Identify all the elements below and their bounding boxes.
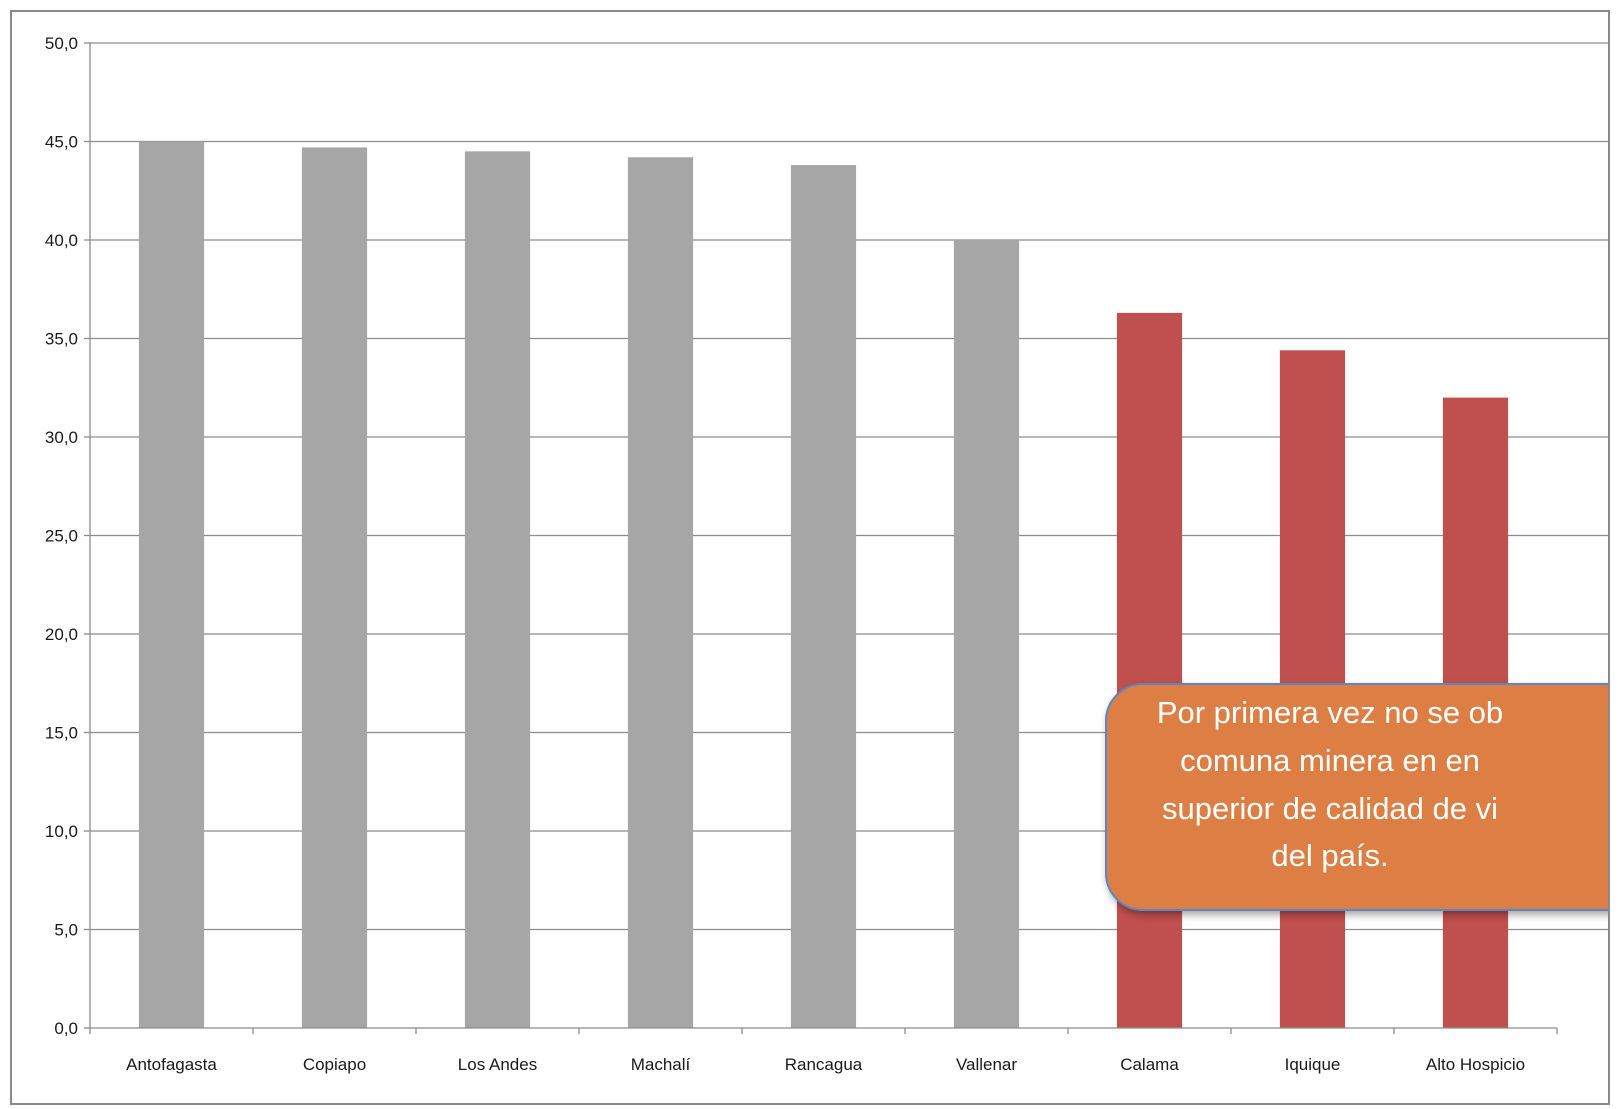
- x-tick-label: Machalí: [631, 1055, 691, 1074]
- bar: [138, 141, 205, 1028]
- bar: [790, 165, 857, 1028]
- y-tick-label: 45,0: [45, 133, 78, 152]
- x-tick-label: Los Andes: [458, 1055, 537, 1074]
- x-tick-label: Antofagasta: [126, 1055, 217, 1074]
- bar: [627, 157, 694, 1028]
- y-tick-label: 5,0: [54, 921, 78, 940]
- x-tick-label: Vallenar: [956, 1055, 1017, 1074]
- y-tick-label: 35,0: [45, 330, 78, 349]
- bar: [1116, 312, 1183, 1028]
- callout-text: Por primera vez no se ob comuna minera e…: [1157, 695, 1503, 873]
- y-tick-label: 15,0: [45, 724, 78, 743]
- x-tick-label: Calama: [1120, 1055, 1179, 1074]
- y-tick-label: 25,0: [45, 527, 78, 546]
- y-tick-label: 0,0: [54, 1019, 78, 1038]
- callout-line-4: del país.: [1271, 838, 1388, 873]
- bar-chart: 0,0 5,0 10,0 15,0 20,0 25,0 30,0 35,0 40,0 45,0 50…: [45, 34, 1608, 1074]
- annotation-callout: Por primera vez no se ob comuna minera e…: [1105, 683, 1608, 911]
- x-tick-label: Iquique: [1285, 1055, 1341, 1074]
- y-tick-label: 20,0: [45, 625, 78, 644]
- callout-line-3: superior de calidad de vi: [1162, 791, 1498, 826]
- bar: [464, 151, 531, 1029]
- y-tick-label: 30,0: [45, 428, 78, 447]
- x-tick-label: Copiapo: [303, 1055, 366, 1074]
- y-tick-label: 10,0: [45, 822, 78, 841]
- bar: [953, 240, 1020, 1028]
- callout-line-2: comuna minera en en: [1180, 743, 1480, 778]
- chart-frame: 0,0 5,0 10,0 15,0 20,0 25,0 30,0 35,0 40,0 45,0 50…: [10, 10, 1610, 1105]
- x-tick-label: Rancagua: [785, 1055, 863, 1074]
- y-tick-label: 50,0: [45, 34, 78, 53]
- callout-line-1: Por primera vez no se ob: [1157, 695, 1503, 730]
- x-tick-label: Alto Hospicio: [1426, 1055, 1525, 1074]
- bar: [301, 147, 368, 1028]
- y-tick-label: 40,0: [45, 231, 78, 250]
